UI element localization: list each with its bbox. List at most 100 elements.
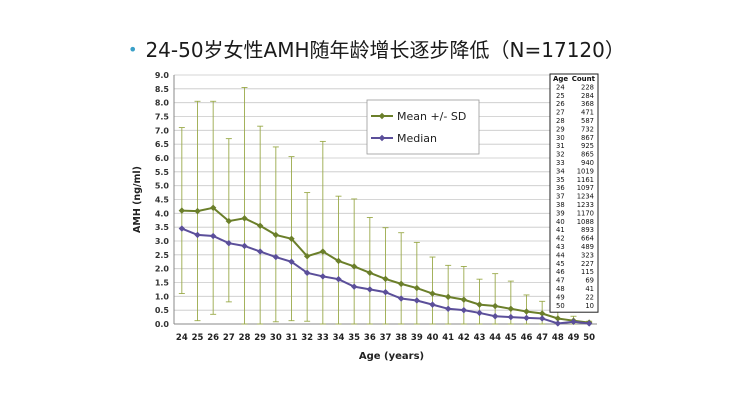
- data-point-mean: [523, 308, 530, 315]
- data-point-mean: [194, 207, 201, 215]
- data-point-median: [335, 275, 342, 283]
- legend-swatch-marker: [378, 112, 386, 120]
- count-table-age: 31: [556, 142, 565, 150]
- y-tick-label: 5.5: [155, 168, 170, 177]
- legend-box: [366, 99, 480, 155]
- count-table-age: 38: [556, 201, 565, 209]
- data-point-median: [507, 313, 515, 321]
- count-table-count: 940: [581, 159, 594, 167]
- count-table-age: 47: [556, 277, 565, 285]
- count-table-age: 29: [556, 125, 565, 133]
- x-tick-label: 37: [380, 333, 392, 343]
- data-point-mean: [444, 293, 452, 301]
- data-point-median: [194, 231, 201, 239]
- count-table-age: 50: [556, 302, 565, 310]
- count-table-count: 471: [581, 109, 594, 117]
- count-table-age: 45: [556, 260, 565, 268]
- data-point-mean: [507, 305, 515, 312]
- data-point-median: [523, 314, 530, 322]
- x-tick-label: 44: [489, 333, 501, 343]
- count-table-age: 32: [556, 151, 565, 159]
- count-table-box: [549, 73, 599, 313]
- data-point-mean: [554, 315, 562, 322]
- x-tick-label: 38: [395, 333, 407, 343]
- count-table-count: 115: [581, 268, 594, 276]
- legend-label: Median: [397, 132, 437, 145]
- data-point-mean: [303, 253, 311, 260]
- count-table-count: 865: [581, 151, 594, 159]
- data-point-median: [460, 306, 468, 314]
- data-point-median: [397, 295, 405, 302]
- data-point-median: [444, 305, 452, 312]
- data-point-mean: [272, 231, 280, 239]
- count-table-age: 41: [556, 226, 565, 234]
- count-table-age: 46: [556, 268, 565, 276]
- count-table-age: 25: [556, 92, 565, 100]
- x-tick-label: 33: [317, 333, 329, 343]
- count-table-count: 1161: [577, 176, 594, 184]
- count-table-count: 867: [581, 134, 594, 142]
- count-table-age: 26: [556, 100, 565, 108]
- count-table-age: 48: [556, 285, 565, 293]
- data-point-mean: [538, 310, 546, 317]
- x-tick-label: 28: [239, 333, 251, 343]
- count-table-count: 284: [581, 92, 594, 100]
- count-table-count: 1097: [577, 184, 594, 192]
- data-point-mean: [476, 301, 483, 308]
- count-table-count: 893: [581, 226, 594, 234]
- x-tick-label: 26: [207, 333, 219, 343]
- data-point-median: [241, 242, 248, 250]
- x-tick-label: 34: [333, 333, 345, 343]
- data-point-median: [272, 253, 280, 261]
- count-table-header-count: Count: [572, 75, 596, 83]
- count-table-count: 41: [585, 285, 594, 293]
- count-table-age: 24: [556, 83, 565, 91]
- y-tick-label: 6.5: [155, 140, 170, 149]
- y-tick-label: 4.5: [155, 196, 170, 205]
- count-table-count: 227: [581, 260, 594, 268]
- y-tick-label: 3.5: [155, 223, 170, 232]
- data-point-mean: [256, 222, 264, 229]
- x-tick-label: 49: [568, 333, 580, 343]
- count-table-age: 34: [556, 167, 565, 175]
- y-tick-label: 6.0: [155, 154, 170, 163]
- y-tick-label: 9.0: [155, 71, 170, 80]
- x-tick-label: 46: [521, 333, 533, 343]
- x-tick-label: 45: [505, 333, 517, 343]
- count-table-age: 27: [556, 109, 565, 117]
- count-table-age: 39: [556, 209, 565, 217]
- data-point-median: [178, 225, 186, 232]
- data-point-median: [225, 240, 233, 247]
- data-point-mean: [413, 284, 421, 292]
- legend-swatch-marker: [378, 134, 386, 142]
- count-table-age: 42: [556, 235, 565, 243]
- data-point-median: [538, 315, 546, 322]
- y-tick-label: 5.0: [155, 182, 170, 191]
- count-table-count: 732: [581, 125, 594, 133]
- y-tick-label: 0.0: [155, 320, 170, 329]
- data-point-median: [585, 320, 593, 327]
- count-table-count: 22: [585, 293, 594, 301]
- data-point-median: [366, 286, 374, 293]
- x-tick-label: 41: [442, 333, 454, 343]
- data-point-mean: [366, 269, 374, 277]
- data-point-mean: [429, 290, 436, 297]
- x-tick-label: 50: [583, 333, 595, 343]
- y-tick-label: 4.0: [155, 209, 170, 218]
- data-point-mean: [319, 248, 327, 255]
- data-point-median: [303, 269, 311, 277]
- y-tick-label: 8.0: [155, 99, 170, 108]
- data-point-mean: [178, 207, 186, 214]
- data-point-mean: [241, 215, 248, 222]
- data-point-mean: [491, 302, 499, 310]
- x-tick-label: 31: [286, 333, 298, 343]
- slide-title: • 24-50岁女性AMH随年龄增长逐步降低（N=17120）: [128, 34, 625, 63]
- count-table-count: 368: [581, 100, 594, 108]
- y-axis-label: AMH (ng/ml): [132, 166, 143, 233]
- x-axis-label: Age (years): [359, 351, 424, 362]
- data-point-median: [413, 297, 421, 304]
- data-point-median: [429, 301, 436, 308]
- count-table-count: 228: [581, 83, 594, 91]
- x-tick-label: 40: [427, 333, 439, 343]
- x-tick-label: 30: [270, 333, 282, 343]
